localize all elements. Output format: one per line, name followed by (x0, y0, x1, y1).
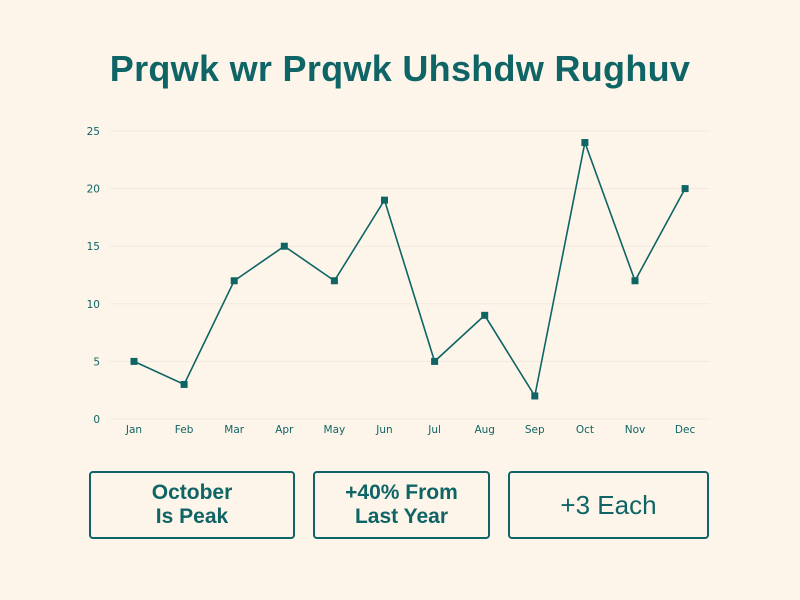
peak-month-card: October Is Peak (89, 471, 295, 539)
x-tick-label-oct: Oct (576, 424, 594, 436)
data-point-aug (481, 311, 489, 319)
data-point-sep (531, 392, 539, 400)
x-tick-label-sep: Sep (525, 424, 545, 436)
x-tick-label-feb: Feb (175, 424, 194, 436)
y-tick-label-20: 20 (87, 184, 100, 196)
line-chart: 0 5 10 15 20 25 Jan Feb Mar Apr May Jun Jul Aug Sep Oct… (87, 126, 710, 436)
y-tick-label-15: 15 (87, 241, 100, 253)
x-tick-label-dec: Dec (675, 424, 696, 436)
data-point-dec (681, 185, 689, 193)
year-over-year-text: +40% From Last Year (345, 481, 458, 528)
x-tick-label-apr: Apr (275, 424, 294, 436)
data-point-nov (631, 277, 639, 285)
increment-card: +3 Each (508, 471, 709, 539)
data-point-apr (280, 242, 288, 250)
peak-month-text: October Is Peak (151, 481, 233, 528)
series-line (133, 139, 686, 399)
year-over-year-card: +40% From Last Year (313, 471, 490, 539)
x-tick-label-nov: Nov (625, 424, 646, 436)
increment-text: +3 Each (560, 490, 657, 520)
y-tick-label-25: 25 (87, 126, 100, 138)
data-point-jul (431, 357, 439, 365)
y-tick-label-0: 0 (93, 414, 100, 426)
data-point-jan (130, 357, 138, 365)
x-tick-label-mar: Mar (224, 424, 244, 436)
chart-title: Prqwk wr Prqwk Uhshdw Rughuv (109, 48, 691, 89)
x-tick-label-aug: Aug (474, 424, 495, 436)
x-tick-label-jul: Jul (427, 424, 441, 436)
x-tick-label-may: May (324, 424, 346, 436)
x-tick-label-jan: Jan (125, 424, 142, 436)
data-point-feb (180, 380, 188, 388)
y-tick-label-5: 5 (93, 356, 100, 368)
data-point-may (330, 277, 338, 285)
y-tick-label-10: 10 (87, 299, 100, 311)
data-point-mar (230, 277, 238, 285)
data-point-oct (581, 139, 589, 147)
x-tick-label-jun: Jun (375, 424, 392, 436)
data-point-jun (381, 196, 388, 204)
